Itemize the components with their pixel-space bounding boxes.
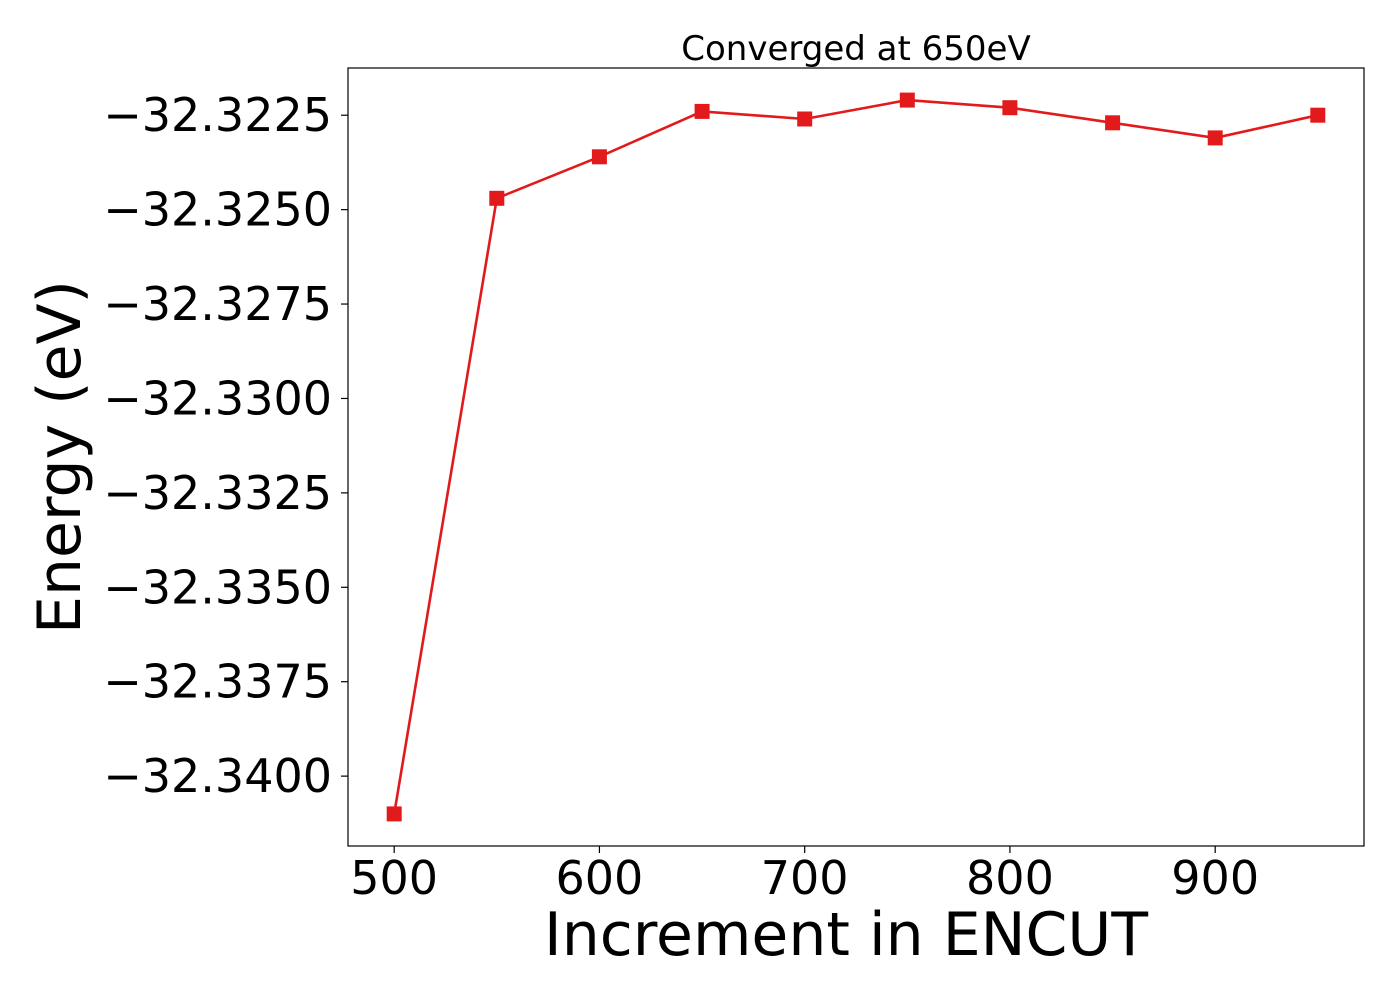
y-tick-label: −32.3350: [103, 560, 332, 614]
y-tick-label: −32.3275: [103, 277, 332, 331]
data-point-marker: [1310, 108, 1325, 123]
series-line: [394, 100, 1318, 814]
data-point-marker: [1105, 115, 1120, 130]
data-point-marker: [695, 104, 710, 119]
x-axis-title: Increment in ENCUT: [544, 900, 1148, 970]
data-point-marker: [1002, 100, 1017, 115]
y-tick-label: −32.3375: [103, 655, 332, 709]
data-point-marker: [797, 112, 812, 127]
y-axis-title: Energy (eV): [25, 280, 95, 634]
y-tick-label: −32.3300: [103, 371, 332, 425]
data-point-marker: [900, 93, 915, 108]
y-tick-label: −32.3250: [103, 183, 332, 237]
plot-area-frame: [348, 68, 1364, 846]
x-tick-label: 900: [1171, 851, 1259, 905]
data-point-marker: [1208, 130, 1223, 145]
x-tick-label: 500: [350, 851, 438, 905]
y-tick-label: −32.3225: [103, 88, 332, 142]
y-tick-label: −32.3400: [103, 749, 332, 803]
chart-title: Converged at 650eV: [681, 29, 1030, 69]
data-point-marker: [387, 806, 402, 821]
ticks-layer: 500 600 700 800 900 −32.3225 −32.3250 −32.3275 −…: [103, 88, 1259, 905]
x-tick-label: 800: [966, 851, 1054, 905]
series-layer: [387, 93, 1326, 822]
data-point-marker: [592, 149, 607, 164]
x-tick-label: 700: [761, 851, 849, 905]
data-point-marker: [489, 191, 504, 206]
y-tick-label: −32.3325: [103, 466, 332, 520]
x-tick-label: 600: [556, 851, 644, 905]
